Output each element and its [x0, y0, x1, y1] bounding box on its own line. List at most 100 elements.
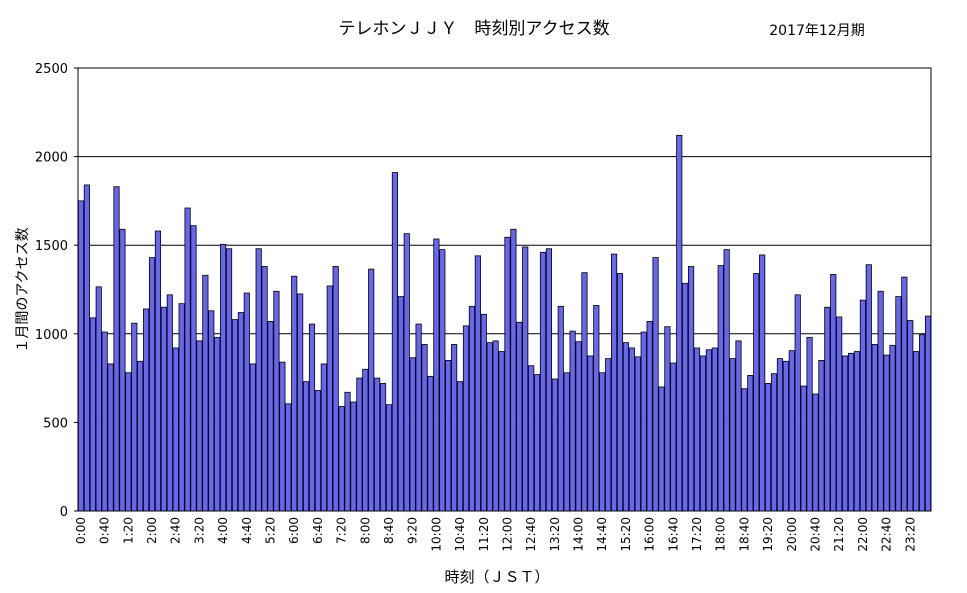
bar — [847, 352, 855, 512]
bar — [77, 200, 85, 512]
bar — [474, 255, 481, 512]
bar — [492, 340, 499, 512]
bar — [374, 377, 381, 512]
bar — [403, 233, 410, 512]
bar — [468, 305, 475, 512]
bars — [77, 134, 932, 512]
x-tick-label: 10:40 — [453, 517, 467, 552]
bar — [676, 134, 683, 512]
bar — [842, 355, 849, 512]
bar — [119, 228, 126, 512]
bar — [788, 350, 795, 512]
bar — [480, 313, 487, 512]
bar — [794, 294, 801, 512]
x-tick-label: 2:40 — [169, 517, 183, 544]
bar — [806, 336, 813, 512]
bar — [439, 249, 446, 512]
bar — [350, 401, 357, 512]
bar — [320, 363, 327, 512]
bar — [628, 347, 635, 512]
bar — [166, 294, 173, 512]
bar — [693, 347, 701, 512]
x-tick-label: 17:20 — [690, 517, 704, 552]
bar — [172, 347, 179, 512]
bar — [391, 172, 398, 512]
x-tick-label: 11:20 — [477, 517, 491, 552]
bar — [249, 363, 256, 512]
bar — [516, 321, 523, 512]
x-axis-label: 時刻（ＪＳＴ） — [444, 568, 549, 586]
bar — [148, 257, 156, 512]
bar — [332, 266, 339, 512]
bar — [255, 248, 262, 512]
x-tick-label: 4:00 — [216, 517, 230, 544]
bar — [95, 286, 102, 512]
x-tick-label: 20:00 — [785, 517, 799, 552]
y-tick-label: 500 — [43, 416, 68, 431]
bar — [812, 393, 819, 512]
bar — [836, 316, 843, 512]
bar — [498, 351, 505, 512]
bar — [433, 238, 440, 512]
bar — [462, 325, 470, 512]
x-tick-label: 9:20 — [406, 517, 420, 544]
bar — [830, 274, 837, 512]
bar — [368, 268, 375, 512]
bar — [599, 372, 606, 512]
bar — [770, 373, 778, 512]
bar — [664, 326, 671, 512]
bar — [883, 354, 890, 512]
x-tick-label: 10:00 — [429, 517, 443, 552]
x-tick-label: 18:40 — [737, 517, 751, 552]
x-tick-label: 14:00 — [572, 517, 586, 552]
bar — [291, 275, 298, 512]
bar — [83, 184, 90, 512]
x-tick-label: 12:00 — [500, 517, 514, 552]
x-tick-label: 2:00 — [145, 517, 159, 544]
bar — [338, 406, 345, 512]
x-tick-label: 21:20 — [832, 517, 846, 552]
bar — [759, 254, 766, 512]
bar — [616, 273, 624, 512]
bar — [397, 296, 404, 512]
x-tick-label: 19:20 — [761, 517, 775, 552]
bar — [652, 257, 659, 512]
x-tick-label: 12:40 — [524, 517, 538, 552]
bar — [445, 359, 452, 512]
bar — [670, 362, 677, 512]
y-tick-label: 1000 — [35, 328, 68, 343]
bar — [871, 344, 878, 512]
bar — [314, 390, 321, 512]
bar — [735, 340, 742, 512]
bar — [593, 305, 600, 512]
bar — [895, 296, 902, 512]
x-tick-label: 20:40 — [808, 517, 822, 552]
bar — [753, 273, 760, 512]
x-tick-label: 14:40 — [595, 517, 609, 552]
y-axis-ticks: 0 500 1000 1500 2000 2500 — [35, 62, 78, 520]
bar — [101, 331, 108, 512]
bar — [131, 322, 138, 512]
bar — [261, 266, 268, 512]
bar — [379, 383, 387, 512]
y-tick-label: 2000 — [35, 151, 68, 166]
bar — [611, 253, 618, 512]
x-tick-label: 0:00 — [74, 517, 88, 544]
bar — [622, 342, 630, 512]
bar — [125, 372, 132, 512]
bar — [308, 323, 316, 512]
bar — [913, 351, 920, 512]
bar — [107, 363, 114, 512]
bar — [551, 378, 558, 512]
chart-title: テレホンＪＪＹ 時刻別アクセス数 — [338, 19, 609, 39]
bar — [919, 334, 926, 512]
x-tick-label: 13:20 — [548, 517, 562, 552]
bar — [859, 299, 866, 512]
x-tick-label: 8:40 — [382, 517, 396, 544]
bar — [818, 359, 825, 512]
x-tick-label: 15:20 — [619, 517, 633, 552]
bar — [362, 368, 369, 512]
bar — [243, 292, 250, 512]
bar — [605, 358, 612, 512]
